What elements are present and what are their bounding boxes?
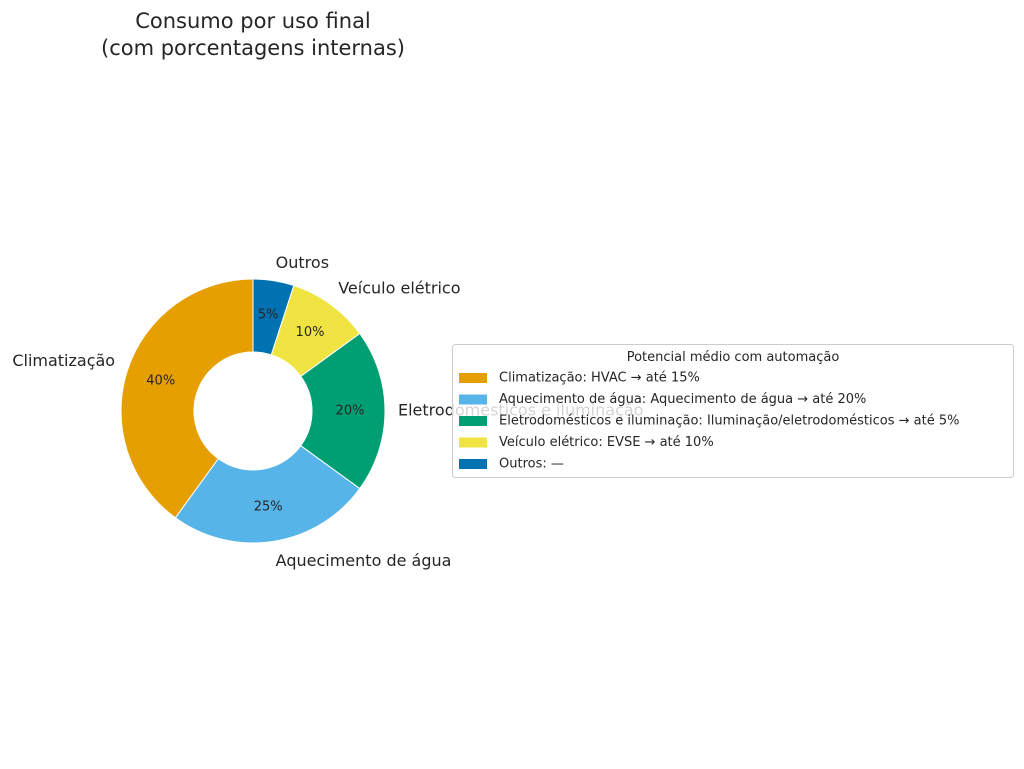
pct-label-climatizacao: 40%	[146, 374, 175, 389]
legend-swatch-1	[459, 373, 487, 383]
pct-label-outros: 5%	[258, 308, 279, 323]
legend-entry-5: Outros: —	[499, 457, 564, 472]
donut-slices	[120, 278, 386, 544]
slice-outros	[252, 278, 295, 356]
chart-title-line-1: Consumo por uso final	[135, 9, 371, 33]
chart-title-line-2: (com porcentagens internas)	[101, 36, 405, 60]
category-label-veiculo-eletrico: Veículo elétrico	[338, 279, 460, 298]
slice-eletrodomesticos-e-iluminacao	[300, 332, 386, 490]
legend-swatch-3	[459, 416, 487, 426]
legend-items: Climatização: HVAC → até 15% Aquecimento …	[459, 371, 959, 472]
slice-aquecimento-de-agua	[174, 444, 361, 544]
legend-entry-2: Aquecimento de água: Aquecimento de água…	[499, 392, 866, 407]
slice-percentage-labels: 40% 25% 20% 10% 5%	[146, 308, 364, 515]
chart-title: Consumo por uso final (com porcentagens …	[101, 9, 405, 60]
legend-title: Potencial médio com automação	[627, 350, 840, 365]
legend-frame	[452, 344, 1014, 478]
category-label-climatizacao: Climatização	[12, 351, 115, 370]
legend-entry-4: Veículo elétrico: EVSE → até 10%	[499, 435, 714, 450]
legend-swatch-5	[459, 459, 487, 469]
legend-entry-3: Eletrodomésticos e iluminação: Iluminaçã…	[499, 414, 959, 429]
legend: Potencial médio com automação Climatizaç…	[452, 344, 1014, 478]
category-label-aquecimento-de-agua: Aquecimento de água	[276, 551, 452, 570]
pct-label-eletrodomesticos-e-iluminacao: 20%	[336, 404, 365, 419]
pct-label-veiculo-eletrico: 10%	[296, 325, 325, 340]
legend-swatch-4	[459, 437, 487, 448]
legend-swatch-2	[459, 394, 487, 405]
slice-climatizacao	[120, 278, 254, 519]
pct-label-aquecimento-de-agua: 25%	[254, 499, 283, 514]
category-label-outros: Outros	[276, 253, 329, 272]
legend-entry-1: Climatização: HVAC → até 15%	[499, 371, 700, 386]
